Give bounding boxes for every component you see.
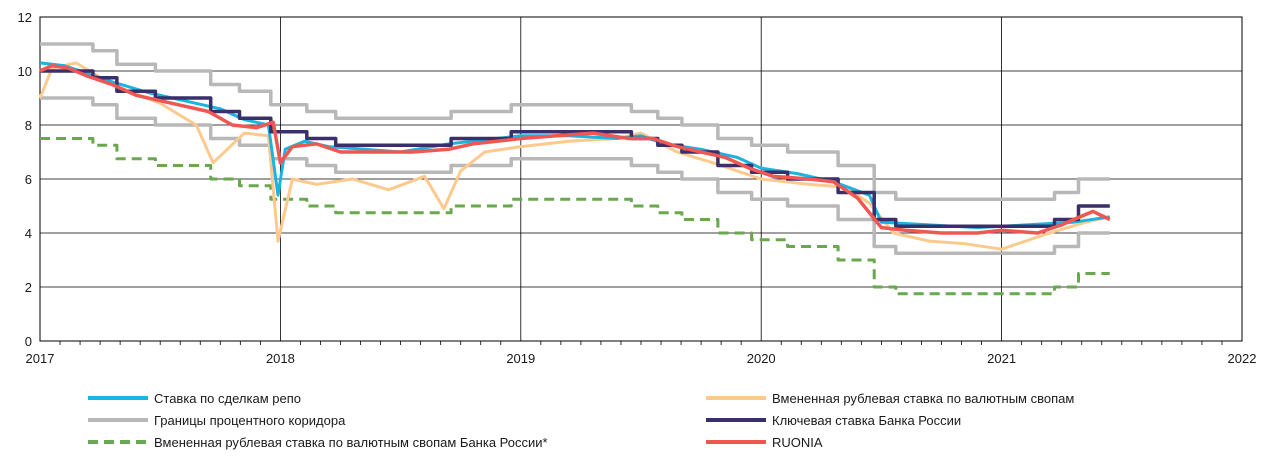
series-lines [38, 42, 1111, 296]
y-tick-label: 8 [25, 118, 32, 133]
series-line-ruonia [39, 63, 1111, 235]
legend-label-cbr_fxswap: Вмененная рублевая ставка по валютным св… [154, 435, 548, 450]
x-tick-label: 2017 [26, 351, 55, 366]
legend-label-keyrate: Ключевая ставка Банка России [772, 413, 961, 428]
y-tick-label: 2 [25, 280, 32, 295]
x-tick-label: 2021 [987, 351, 1016, 366]
legend-label-corridor: Границы процентного коридора [154, 413, 346, 428]
legend-label-fxswap: Вмененная рублевая ставка по валютным св… [772, 391, 1074, 406]
series-line-corridor-lower [40, 96, 1110, 256]
legend-label-ruonia: RUONIA [772, 435, 823, 450]
y-axis-ticks: 0 2 4 6 8 10 12 [18, 10, 32, 349]
y-tick-label: 0 [25, 334, 32, 349]
y-tick-label: 12 [18, 10, 32, 25]
legend: Ставка по сделкам репо Вмененная рублевая… [88, 391, 1074, 450]
series-line-cbr_fxswap [40, 137, 1110, 296]
series-line-repo [39, 61, 1111, 230]
x-tick-label: 2020 [747, 351, 776, 366]
x-tick-label: 2019 [506, 351, 535, 366]
y-tick-label: 10 [18, 64, 32, 79]
x-tick-label: 2018 [266, 351, 295, 366]
series-line-corridor-upper [40, 42, 1110, 202]
series-line-fxswap [38, 61, 1111, 251]
x-axis-ticks: 2017 2018 2019 2020 2021 2022 [26, 351, 1257, 366]
x-tick-label: 2022 [1228, 351, 1257, 366]
plot-grid [39, 16, 1243, 345]
y-tick-label: 4 [25, 226, 32, 241]
series-line-keyrate [40, 69, 1110, 229]
y-tick-label: 6 [25, 172, 32, 187]
legend-label-repo: Ставка по сделкам репо [154, 391, 301, 406]
